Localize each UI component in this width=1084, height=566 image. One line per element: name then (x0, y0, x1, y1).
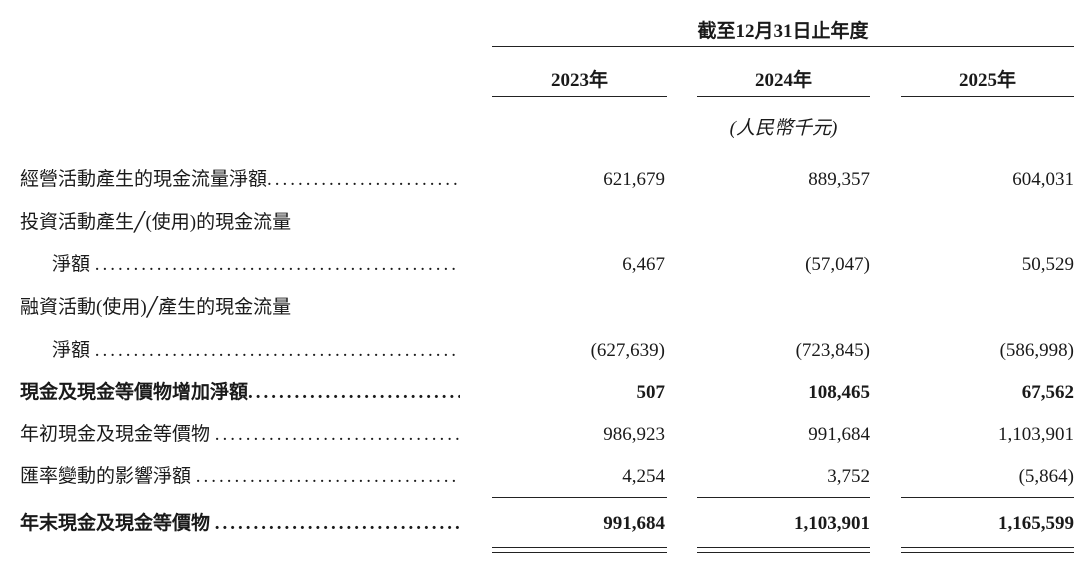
value-2024: (723,845) (795, 340, 870, 361)
value-2023: 507 (636, 382, 666, 403)
value-2024: 1,103,901 (794, 513, 870, 534)
total-double-rule (492, 547, 667, 548)
year-header-2025: 2025年 (958, 70, 1016, 91)
value-2025: 67,562 (1021, 382, 1074, 403)
year-underline (697, 96, 870, 97)
value-2023: 4,254 (622, 466, 665, 487)
period-header: 截至12月31日止年度 (697, 21, 869, 42)
value-2023: 621,679 (603, 169, 665, 190)
value-2025: 1,103,901 (998, 424, 1074, 445)
subtotal-rule (901, 497, 1074, 498)
subtotal-rule (492, 497, 667, 498)
row-label: 年末現金及現金等價物 .............................… (20, 513, 460, 534)
year-header-2023: 2023年 (550, 70, 608, 91)
row-label: 融資活動(使用)╱產生的現金流量 (20, 297, 292, 318)
value-2023: (627,639) (590, 340, 665, 361)
year-header-2024: 2024年 (754, 70, 812, 91)
header-divider (492, 46, 1074, 47)
total-double-rule (901, 547, 1074, 548)
row-label: 投資活動產生╱(使用)的現金流量 (20, 212, 292, 233)
row-label: 經營活動產生的現金流量淨額...........................… (20, 169, 460, 190)
value-2025: 604,031 (1012, 169, 1074, 190)
row-label: 現金及現金等價物增加淨額............................… (20, 382, 460, 403)
row-label: 匯率變動的影響淨額 ..............................… (20, 466, 460, 487)
total-double-rule (697, 547, 870, 548)
value-2023: 6,467 (622, 254, 665, 275)
row-label-continued: 淨額 .....................................… (52, 340, 460, 361)
value-2025: 1,165,599 (998, 513, 1074, 534)
total-double-rule (901, 552, 1074, 553)
value-2023: 991,684 (603, 513, 665, 534)
year-underline (492, 96, 667, 97)
value-2023: 986,923 (603, 424, 665, 445)
row-label: 年初現金及現金等價物 .............................… (20, 424, 460, 445)
total-double-rule (492, 552, 667, 553)
value-2024: 3,752 (827, 466, 870, 487)
value-2025: (586,998) (999, 340, 1074, 361)
value-2025: 50,529 (1021, 254, 1074, 275)
value-2025: (5,864) (1018, 466, 1074, 487)
value-2024: 889,357 (808, 169, 870, 190)
value-2024: 108,465 (808, 382, 870, 403)
row-label-continued: 淨額 .....................................… (52, 254, 460, 275)
subtotal-rule (697, 497, 870, 498)
total-double-rule (697, 552, 870, 553)
unit-label: (人民幣千元) (729, 118, 838, 139)
value-2024: 991,684 (808, 424, 870, 445)
year-underline (901, 96, 1074, 97)
value-2024: (57,047) (805, 254, 870, 275)
